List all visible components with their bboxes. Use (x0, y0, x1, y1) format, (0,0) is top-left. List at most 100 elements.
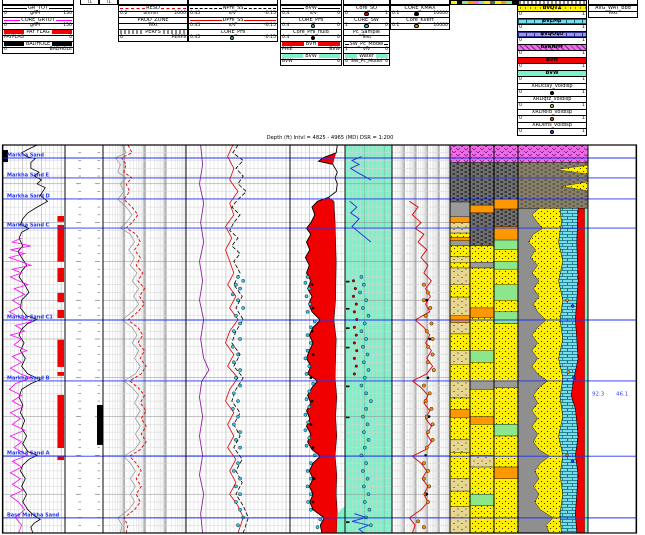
header-entry-bvqtz[interactable]: BVQTZ 0 1 (517, 5, 587, 19)
core-point-marker (414, 12, 419, 17)
header-entry-water[interactable]: Water 0 SW_Pc_Model 0 (343, 53, 390, 66)
nphi-curve (229, 144, 249, 534)
core-phi-por-point (232, 422, 236, 427)
facies-block-st (469, 455, 495, 468)
header-entry-bvdolo[interactable]: BVDOLO 0 1 (517, 31, 587, 45)
facies-color-chip (484, 1, 490, 4)
header-entry-xrdfeld-voldisp[interactable]: XRDfeld_voldisp 0 1 (517, 109, 587, 123)
core-phi-fluid-point (311, 353, 315, 356)
facies-block-sy (469, 466, 495, 495)
curve-name: XRDqtz_voldisp (518, 97, 586, 103)
header-entry-pay-flag[interactable]: PAY FLAG PAYFLAG 0 (2, 29, 74, 42)
core-sw-point (358, 290, 362, 295)
facies-block-sy (449, 397, 471, 410)
scale-min: 0 (519, 115, 522, 121)
core-phi-por-point (236, 399, 240, 403)
header-entry-bvw[interactable]: BVW BVW 0 (280, 53, 342, 66)
formation-top-label: Markha Sand E (7, 172, 50, 178)
facies-color-chip (473, 1, 479, 4)
lith-fill-name: BVANHY (518, 45, 586, 51)
core-phi-bvw-point (303, 412, 308, 417)
core-phi-por-point (241, 306, 245, 310)
core-sw-point (361, 469, 365, 473)
scale-max: 0 (337, 58, 340, 64)
core-kmax-point (421, 298, 426, 303)
sw-pc-model-curve (349, 200, 372, 243)
header-entry-bvw[interactable]: BVW 0 1 (517, 70, 587, 84)
curve-name: GR_TOT (28, 5, 48, 11)
flag-bar-sample (318, 42, 340, 47)
core-kmax-point (416, 519, 420, 524)
core-sw-point (364, 337, 368, 341)
scale-unit: v/v (228, 22, 236, 28)
core-kmax-point (429, 321, 434, 326)
flag-bar-sample (4, 42, 24, 47)
header-entry-nphi-ss[interactable]: NPHI_SS 0.45 v/v -0.15 (188, 5, 278, 18)
log-plot-area[interactable]: Depth (ft) Intvl = 4825 - 4965 (MD) DSR … (0, 135, 645, 535)
scale-max: 0 (337, 34, 340, 40)
header-entry-core-so[interactable]: Core_SO 0 1 (343, 5, 390, 18)
header-entry-xrdlms-voldisp[interactable]: XRDlms_voldisp 0 1 (517, 122, 587, 136)
pay-flag-bar (57, 267, 64, 282)
core-phi-bvw-point (305, 469, 310, 473)
header-entry-avg-wat-bbd[interactable]: AVG_WAT_bbd Text (588, 5, 638, 18)
scale-min: 0 (519, 89, 522, 95)
header-entry-perfs[interactable]: PERFS 0 PERFS (118, 29, 188, 42)
core-phi-por-point (241, 278, 245, 283)
log-plot-canvas[interactable]: 92.3 46.1 Markha Sand Markha Sand E Markha S… (0, 135, 645, 535)
scale-max: 1 (582, 11, 585, 17)
core-phi-bvw-point (304, 443, 309, 448)
scale-min: 0.45 (190, 22, 201, 28)
core-kmax-point (424, 329, 429, 334)
header-entry-bvanhy[interactable]: BVANHY 0 1 (517, 44, 587, 58)
header-column-bvw: BVW 0.4 v/v 0 CORE_PHI 0.4 0 Core_PHI_fluid 0.4 0… (280, 0, 342, 135)
plot-outer-border (1, 144, 638, 534)
header-entry-xrdclay-voldisp[interactable]: XRDclay_voldisp 0 1 (517, 83, 587, 97)
scale-min: 0.2 (120, 10, 128, 16)
facies-color-chip (462, 1, 468, 4)
core-phi-bvw-point (303, 428, 308, 432)
badhole-bar (3, 150, 8, 163)
facies-block-or (449, 409, 471, 418)
scale-min: 0 (4, 46, 7, 52)
facies-block-sy (469, 424, 495, 456)
core-phi-bvw-point (311, 381, 315, 386)
header-entry-bvh[interactable]: BVH 0 1 (517, 57, 587, 71)
facies-block-st (449, 380, 471, 399)
scale-min: 0 (4, 10, 7, 16)
core-kmax-point (426, 430, 430, 435)
core-kmax-point (421, 476, 426, 481)
core-kmax-point (427, 391, 432, 396)
facies-block-sy (449, 245, 471, 257)
scale-min: PHIE (282, 46, 293, 52)
header-entry-xrdqtz-voldisp[interactable]: XRDqtz_voldisp 0 1 (517, 96, 587, 110)
curve-name: CORE_GRTOT (21, 17, 55, 23)
facies-color-chip (511, 1, 517, 4)
core-phi-fluid-point (311, 446, 315, 450)
core-phi-por-point (236, 298, 240, 302)
facies-color-chip (495, 1, 501, 4)
core-kmax-point (430, 437, 435, 442)
header-cutoff-box (343, 0, 390, 5)
core-phi-bvw-point (307, 286, 312, 291)
header-entry-bvlms[interactable]: BVLMS 0 1 (517, 18, 587, 32)
core-phi-por-point (238, 337, 242, 341)
core-phi-por-point (234, 500, 238, 504)
text-curve-value: Text (608, 10, 618, 16)
header-entry-prod-zone[interactable]: PROD_ZONE Text (118, 17, 188, 30)
resd-curve (120, 144, 147, 534)
facies-block-gn (493, 239, 519, 250)
core-gr-curve (7, 237, 35, 534)
curve-line-sample (190, 7, 222, 9)
text-curve-value: Text (361, 34, 372, 40)
core-kmax-point (421, 525, 426, 530)
curve-line-sample (190, 19, 222, 21)
header-entry-core-kvert[interactable]: Core_Kvert 0.1 10000 (390, 17, 450, 30)
core-kmax-point (430, 337, 435, 341)
curve-name: PERFS (145, 29, 161, 35)
header-entry-core-phi[interactable]: CORE_PHI 0.45 -0.15 (188, 29, 278, 42)
header-entry-badhole[interactable]: BADHOLE 0 BADHOLE (2, 41, 74, 54)
scale-unit: gAPI (29, 10, 41, 16)
scale-min: 0 (345, 58, 348, 64)
curve-line-sample (4, 19, 21, 21)
